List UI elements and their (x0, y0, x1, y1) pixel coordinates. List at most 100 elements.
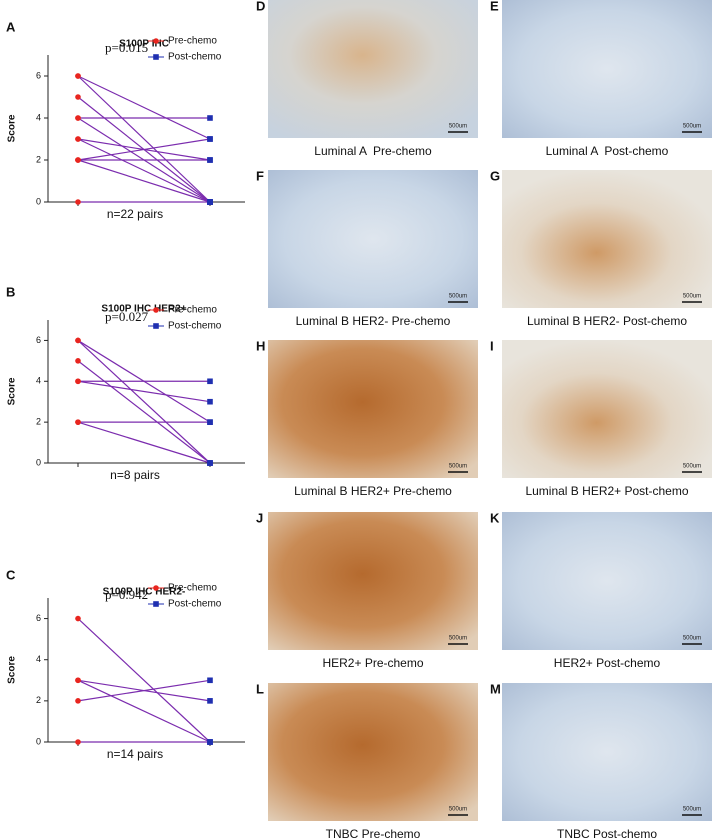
pre-marker (75, 358, 81, 364)
micrograph (502, 170, 712, 308)
micrograph (502, 340, 712, 478)
pre-marker (75, 73, 81, 79)
pre-marker (75, 136, 81, 142)
pre-marker (153, 307, 159, 313)
y-tick-label: 6 (36, 70, 41, 80)
panel-caption: TNBC Post-chemo (557, 827, 657, 838)
panel-letter: M (490, 681, 501, 696)
pre-marker (75, 199, 81, 205)
scale-label: 500um (449, 294, 467, 300)
y-tick-label: 0 (36, 196, 41, 206)
post-marker (207, 199, 213, 205)
panel-letter: K (490, 510, 500, 525)
post-marker (207, 419, 213, 425)
y-axis-label: Score (7, 656, 18, 684)
pair-line (77, 421, 211, 464)
post-marker (207, 460, 213, 466)
post-marker (207, 157, 213, 163)
pair-line (77, 159, 211, 203)
post-marker (153, 54, 159, 60)
y-tick-label: 0 (36, 736, 41, 746)
pre-marker (75, 337, 81, 344)
chart-title: S100P IHC (119, 39, 169, 50)
micrograph (268, 512, 478, 650)
panel-letter: A (6, 19, 16, 34)
pre-marker (75, 698, 81, 704)
post-marker (207, 136, 213, 142)
chart-title: S100P IHC HER2- (103, 587, 186, 598)
y-axis-label: Score (7, 377, 18, 405)
micrograph (268, 0, 478, 138)
panel-letter: B (6, 284, 15, 299)
panel-letter: L (256, 681, 264, 696)
pre-marker (75, 677, 81, 684)
micrograph (268, 170, 478, 308)
post-marker (153, 601, 159, 607)
micrograph (268, 340, 478, 478)
y-tick-label: 4 (36, 654, 41, 664)
post-marker (153, 323, 159, 329)
scale-label: 500um (683, 636, 701, 642)
pre-marker (75, 157, 81, 163)
n-label: n=14 pairs (107, 747, 163, 761)
legend-label: Pre-chemo (168, 583, 217, 594)
pair-line (77, 679, 211, 743)
n-label: n=8 pairs (110, 468, 160, 482)
post-marker (207, 698, 213, 704)
post-marker (207, 115, 213, 121)
panel-caption: Luminal B HER2+ Post-chemo (525, 484, 688, 498)
scale-label: 500um (683, 124, 701, 130)
panel-caption: Luminal B HER2- Pre-chemo (296, 314, 451, 328)
panel-letter: G (490, 168, 500, 183)
post-marker (207, 378, 213, 385)
legend-label: Pre-chemo (168, 305, 217, 316)
micrograph (268, 683, 478, 821)
pair-line (77, 360, 211, 464)
post-marker (207, 739, 213, 745)
y-tick-label: 4 (36, 112, 41, 122)
pre-marker (75, 739, 81, 745)
legend-label: Post-chemo (168, 599, 222, 610)
pair-line (77, 75, 211, 140)
legend-label: Post-chemo (168, 321, 222, 332)
y-tick-label: 4 (36, 376, 41, 386)
y-tick-label: 2 (36, 417, 41, 427)
y-tick-label: 0 (36, 457, 41, 467)
scale-label: 500um (449, 807, 467, 813)
scale-label: 500um (449, 464, 467, 470)
y-axis-label: Score (7, 114, 18, 142)
n-label: n=22 pairs (107, 207, 163, 221)
pre-marker (75, 115, 81, 121)
panel-letter: J (256, 510, 263, 525)
panel-caption: Luminal A Pre-chemo (314, 144, 432, 158)
scale-label: 500um (683, 807, 701, 813)
pre-marker (153, 38, 159, 44)
legend-label: Pre-chemo (168, 36, 217, 47)
scale-label: 500um (449, 636, 467, 642)
chart-title: S100P IHC HER2+ (101, 304, 186, 315)
pre-marker (75, 378, 81, 385)
post-marker (207, 398, 213, 405)
p-value: p=0.015 (105, 40, 148, 55)
panel-letter: E (490, 0, 499, 13)
panel-caption: HER2+ Pre-chemo (322, 656, 423, 670)
panel-caption: Luminal B HER2+ Pre-chemo (294, 484, 452, 498)
y-tick-label: 2 (36, 695, 41, 705)
panel-letter: F (256, 168, 264, 183)
p-value: p=0.027 (105, 309, 149, 324)
y-tick-label: 6 (36, 613, 41, 623)
legend-label: Post-chemo (168, 52, 222, 63)
y-tick-label: 2 (36, 154, 41, 164)
panel-caption: Luminal A Post-chemo (546, 144, 669, 158)
scale-label: 500um (449, 124, 467, 130)
pre-marker (153, 585, 159, 591)
p-value: p=0.942 (105, 587, 148, 602)
micrograph (502, 0, 712, 138)
pre-marker (75, 615, 81, 622)
pair-line (77, 138, 211, 161)
post-marker (207, 677, 213, 684)
pre-marker (75, 94, 81, 100)
pair-line (77, 380, 211, 403)
pair-line (77, 618, 211, 743)
